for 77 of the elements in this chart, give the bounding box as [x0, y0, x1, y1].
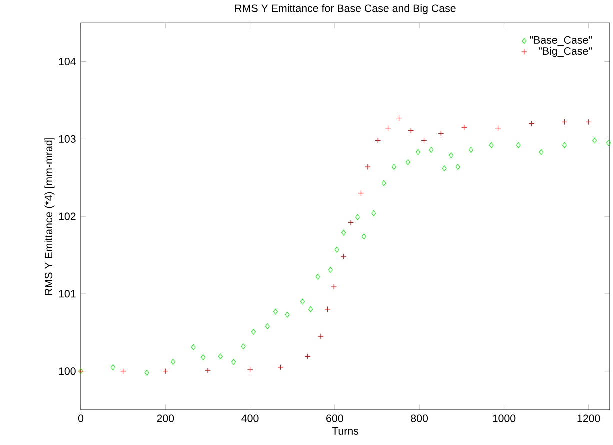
point	[592, 138, 598, 144]
x-tick-label: 1000	[493, 414, 516, 422]
point	[304, 354, 311, 360]
point	[308, 306, 314, 312]
y-tick-label: 103	[59, 135, 76, 143]
point	[421, 138, 428, 144]
point	[364, 164, 371, 170]
point	[586, 119, 592, 126]
y-tick-label: 101	[59, 290, 76, 298]
point	[539, 149, 544, 156]
point	[468, 147, 474, 153]
point	[265, 324, 270, 330]
point	[438, 130, 444, 137]
point	[247, 366, 254, 373]
point	[358, 190, 364, 196]
x-tick-label: 0	[78, 414, 84, 422]
point	[191, 344, 196, 350]
legend-label: "Base_Case"	[530, 36, 592, 46]
point	[273, 308, 278, 315]
y-tick-label: 104	[59, 58, 76, 66]
point	[528, 120, 535, 127]
point	[429, 147, 434, 153]
x-axis-title: Turns	[332, 427, 359, 435]
point	[385, 125, 392, 132]
point	[606, 140, 611, 146]
point	[356, 214, 360, 220]
point	[348, 220, 354, 226]
chart-title: RMS Y Emittance for Base Case and Big Case	[236, 4, 456, 14]
point	[316, 274, 320, 280]
point	[461, 124, 468, 130]
legend-label: "Big_Case"	[539, 47, 592, 58]
point	[170, 359, 176, 365]
point	[456, 164, 460, 170]
point	[362, 234, 366, 240]
point	[162, 368, 169, 374]
point	[110, 364, 116, 370]
point	[442, 166, 447, 172]
point	[300, 298, 306, 305]
point	[416, 149, 421, 156]
point	[328, 267, 333, 273]
x-tick-label: 200	[157, 414, 174, 422]
point	[396, 115, 402, 122]
point	[340, 254, 347, 260]
x-tick-label: 1200	[578, 414, 600, 422]
point	[251, 328, 256, 335]
point	[278, 364, 284, 370]
point	[406, 159, 410, 166]
point	[334, 246, 340, 253]
point	[489, 142, 494, 148]
point	[372, 210, 376, 216]
point	[392, 164, 396, 170]
point	[562, 119, 568, 126]
point	[331, 284, 338, 290]
point	[562, 142, 567, 148]
point	[516, 142, 521, 148]
point	[324, 306, 331, 312]
point	[382, 180, 386, 186]
y-tick-label: 102	[59, 212, 76, 220]
point	[285, 312, 290, 318]
y-tick-label: 100	[59, 368, 76, 376]
point	[318, 334, 324, 340]
point	[205, 368, 211, 374]
point	[408, 128, 414, 134]
y-axis-title: RMS Y Emittance (*4) [mm-mrad]	[44, 138, 55, 296]
point	[449, 152, 454, 158]
point	[201, 354, 206, 360]
point	[144, 370, 150, 376]
point	[120, 368, 126, 374]
x-tick-label: 400	[242, 414, 259, 422]
point	[342, 230, 346, 236]
point	[495, 125, 502, 132]
x-tick-label: 800	[411, 414, 428, 422]
point	[375, 138, 382, 144]
point	[218, 354, 223, 360]
point	[241, 344, 246, 350]
x-tick-label: 600	[326, 414, 344, 422]
point	[232, 359, 236, 365]
